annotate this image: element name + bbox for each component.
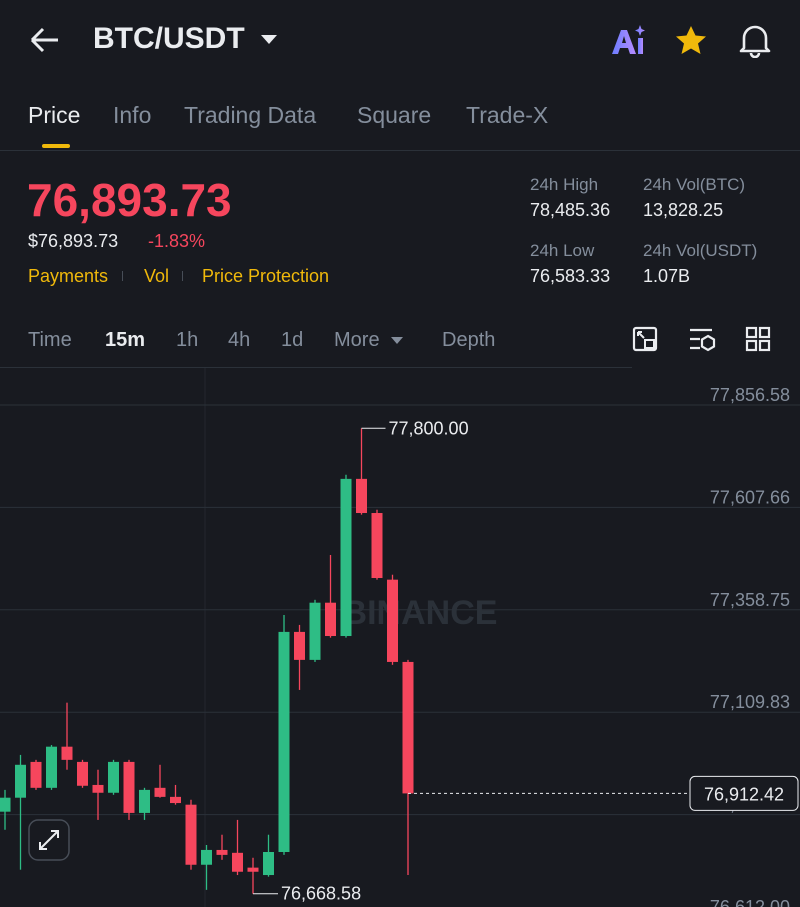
separator [122, 271, 123, 281]
tab[interactable]: Trade-X [466, 102, 549, 128]
y-tick-label: 77,607.66 [710, 487, 790, 507]
tab[interactable]: Info [113, 102, 152, 128]
stat-value: 76,583.33 [530, 266, 611, 286]
candle-body [61, 746, 73, 760]
tab[interactable]: Price [28, 102, 81, 128]
candle-body [123, 761, 135, 813]
candle-body [340, 478, 352, 637]
stat-label: 24h Vol(BTC) [643, 175, 746, 194]
pair-caret[interactable] [260, 34, 278, 46]
low-label: 76,668.58 [281, 884, 361, 904]
stat-label: 24h Low [530, 241, 595, 260]
divider [0, 367, 632, 368]
stat-label: 24h Vol(USDT) [643, 241, 758, 260]
layout-icon[interactable] [745, 326, 773, 354]
back-button[interactable] [28, 26, 62, 54]
candle-body [402, 661, 414, 794]
candle-body [92, 784, 104, 793]
candle-body [216, 849, 228, 855]
link[interactable]: Vol [144, 266, 170, 286]
candle-body [356, 478, 367, 514]
separator [182, 271, 183, 281]
stat-value: 13,828.25 [643, 200, 724, 220]
interval[interactable]: 15m [105, 329, 146, 351]
notification-bell[interactable] [738, 22, 772, 58]
candle-body [0, 797, 11, 812]
candle-body [15, 764, 26, 798]
high-label: 77,800.00 [389, 418, 469, 438]
candle-body [387, 579, 398, 662]
interval[interactable]: Time [28, 329, 72, 351]
candle-body [371, 513, 383, 579]
y-tick-label: 77,109.83 [710, 692, 790, 712]
interval[interactable]: More [334, 329, 380, 351]
stat-value: 1.07B [643, 266, 691, 286]
candle-body [77, 761, 88, 786]
candle-body [232, 852, 243, 872]
more-caret[interactable] [390, 336, 404, 346]
candle-body [325, 602, 336, 637]
current-price-tag [689, 775, 799, 811]
y-tick-label: 77,358.75 [710, 590, 790, 610]
candle-body [294, 631, 305, 660]
indicator-icon[interactable] [688, 326, 718, 354]
candle-body [247, 867, 259, 872]
interval[interactable]: 4h [228, 329, 251, 351]
watermark: BINANCE [343, 594, 498, 632]
price-change: -1.83% [148, 231, 206, 251]
tab[interactable]: Square [357, 102, 432, 128]
interval[interactable]: Depth [442, 329, 496, 351]
favorite-star[interactable] [674, 24, 708, 56]
candlestick-chart: 77,856.5877,607.6677,358.7577,109.8376,8… [0, 368, 800, 907]
current-price-label: 76,912.42 [704, 784, 784, 804]
tab-indicator [42, 144, 70, 148]
candle-body [108, 761, 119, 793]
chart-tool-icon[interactable] [632, 326, 660, 354]
link[interactable]: Payments [28, 266, 109, 286]
ai-icon[interactable] [608, 22, 648, 58]
last-price: 76,893.73 [27, 174, 232, 226]
interval[interactable]: 1d [281, 329, 304, 351]
candle-body [185, 804, 197, 865]
usd-price: $76,893.73 [28, 231, 119, 251]
link[interactable]: Price Protection [202, 266, 330, 286]
candle-body [278, 631, 290, 853]
pair-title[interactable]: BTC/USDT [93, 22, 245, 55]
candle-body [309, 602, 321, 660]
stat-value: 78,485.36 [530, 200, 611, 220]
candle-body [170, 796, 181, 804]
y-tick-label: 77,856.58 [710, 385, 790, 405]
stat-label: 24h High [530, 175, 599, 194]
y-tick-label: 76,612.00 [710, 897, 790, 907]
candle-body [263, 852, 274, 876]
candle-body [139, 789, 150, 813]
interval[interactable]: 1h [176, 329, 199, 351]
candle-body [30, 761, 42, 788]
candle-body [201, 849, 212, 865]
divider [0, 150, 800, 151]
fullscreen-button[interactable] [28, 819, 70, 861]
candle-body [154, 787, 166, 797]
tab[interactable]: Trading Data [184, 102, 317, 128]
candle-body [46, 746, 57, 788]
